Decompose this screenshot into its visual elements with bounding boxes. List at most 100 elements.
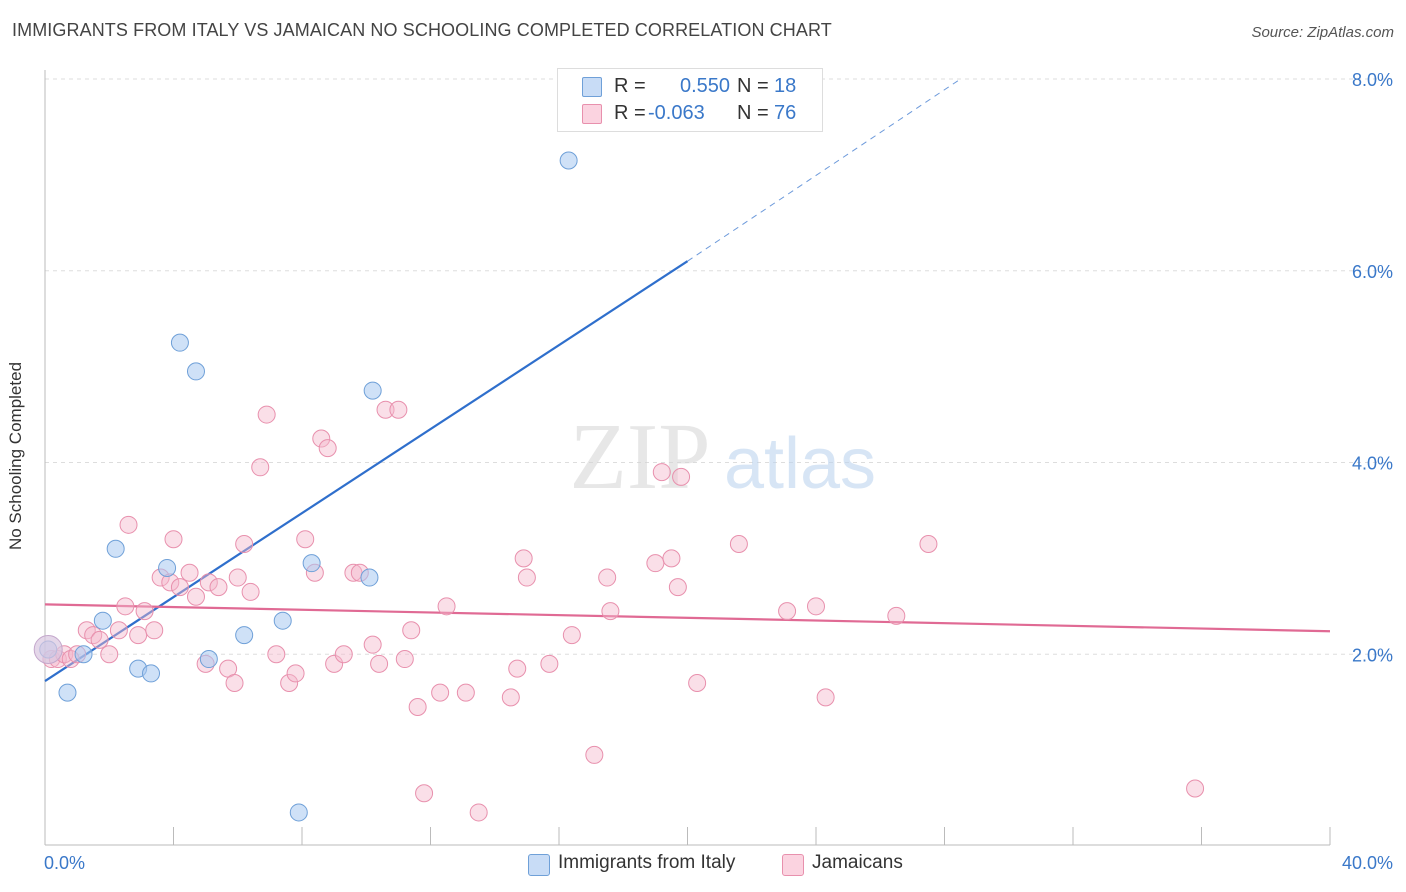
jamaicans-point xyxy=(469,803,488,822)
legend-label-italy: Immigrants from Italy xyxy=(558,852,736,873)
jamaicans-point xyxy=(257,405,276,424)
jamaicans-point xyxy=(778,602,797,621)
italy-point xyxy=(273,611,292,630)
jamaicans-point xyxy=(816,688,835,707)
jamaicans-point xyxy=(363,635,382,654)
jamaicans-point xyxy=(389,400,408,419)
jamaicans-point xyxy=(598,568,617,587)
jamaicans-point xyxy=(437,597,456,616)
jamaicans-point xyxy=(235,534,254,553)
legend-swatch-italy xyxy=(528,854,550,876)
legend-swatch-italy xyxy=(582,77,602,97)
axes xyxy=(44,70,1331,846)
legend-n-value: 18 xyxy=(774,75,797,97)
watermark-atlas: atlas xyxy=(724,424,876,504)
italy-point xyxy=(363,381,382,400)
jamaicans-point xyxy=(129,626,148,645)
x-tick-label: 0.0% xyxy=(44,853,85,873)
italy-point xyxy=(302,554,321,573)
legend-n-label: N = xyxy=(737,102,769,124)
jamaicans-point xyxy=(402,621,421,640)
chart-title: IMMIGRANTS FROM ITALY VS JAMAICAN NO SCH… xyxy=(12,20,832,40)
jamaicans-point xyxy=(209,578,228,597)
legend-label-jamaicans: Jamaicans xyxy=(812,852,903,873)
jamaicans-point xyxy=(116,597,135,616)
jamaicans-point xyxy=(887,606,906,625)
jamaicans-point xyxy=(807,597,825,616)
overlap-point xyxy=(33,634,63,664)
jamaicans-trend-line xyxy=(44,603,1331,633)
jamaicans-point xyxy=(601,602,620,621)
jamaicans-point xyxy=(431,683,450,702)
jamaicans-point xyxy=(662,549,681,568)
italy-point xyxy=(199,650,218,669)
jamaicans-point xyxy=(90,630,109,649)
jamaicans-point xyxy=(408,697,427,716)
italy-point xyxy=(74,645,93,664)
jamaicans-point xyxy=(501,688,520,707)
jamaicans-point xyxy=(729,534,748,553)
jamaicans-point xyxy=(135,602,154,621)
jamaicans-point xyxy=(280,674,299,693)
jamaicans-point xyxy=(164,530,183,549)
legend-swatch-jamaicans xyxy=(782,854,804,876)
y-axis-label: No Schooling Completed xyxy=(6,361,25,551)
jamaicans-point xyxy=(109,621,128,640)
jamaicans-point xyxy=(688,674,707,693)
legend-swatch-jamaicans xyxy=(582,104,602,124)
jamaicans-point xyxy=(672,467,691,486)
italy-point xyxy=(170,333,189,352)
jamaicans-point xyxy=(199,573,218,592)
grid-lines xyxy=(45,78,1392,655)
legend-r-value: -0.063 xyxy=(648,102,705,124)
jamaicans-point xyxy=(562,626,581,645)
italy-point xyxy=(289,803,308,822)
y-tick-label: 8.0% xyxy=(1352,70,1393,90)
italy-trend-line xyxy=(44,260,689,683)
jamaicans-point xyxy=(585,745,604,764)
data-points xyxy=(33,151,1205,822)
jamaicans-point xyxy=(919,534,938,553)
jamaicans-point xyxy=(1186,779,1205,798)
y-tick-label: 6.0% xyxy=(1352,262,1393,282)
tick-labels: 0.0% 40.0% 2.0% 4.0% 6.0% 8.0% xyxy=(44,70,1393,873)
italy-point xyxy=(142,664,161,683)
italy-point xyxy=(93,611,112,630)
jamaicans-point xyxy=(540,654,559,673)
italy-point xyxy=(559,151,578,170)
italy-point xyxy=(106,539,125,558)
jamaicans-point xyxy=(267,645,286,664)
jamaicans-point xyxy=(508,659,527,678)
jamaicans-point xyxy=(145,621,164,640)
legend-n-label: N = xyxy=(737,75,769,97)
jamaicans-point xyxy=(170,578,189,597)
jamaicans-point xyxy=(376,400,395,419)
jamaicans-point xyxy=(296,530,315,549)
jamaicans-point xyxy=(318,439,337,458)
jamaicans-point xyxy=(286,664,305,683)
jamaicans-point xyxy=(334,645,353,664)
y-tick-label: 4.0% xyxy=(1352,454,1393,474)
italy-point xyxy=(360,568,379,587)
jamaicans-point xyxy=(225,674,244,693)
jamaicans-point xyxy=(415,784,434,803)
y-tick-label: 2.0% xyxy=(1352,645,1393,665)
jamaicans-point xyxy=(325,654,344,673)
legend-n-value: 76 xyxy=(774,102,797,124)
italy-point xyxy=(186,362,205,381)
italy-point xyxy=(58,683,77,702)
jamaicans-point xyxy=(228,568,247,587)
jamaicans-point xyxy=(241,582,260,601)
italy-point xyxy=(158,558,177,577)
jamaicans-point xyxy=(100,645,119,664)
legend-r-label: R = xyxy=(614,75,646,97)
trend-lines xyxy=(44,78,1331,683)
jamaicans-point xyxy=(514,549,533,568)
legend-r-value: 0.550 xyxy=(680,75,731,97)
jamaicans-point xyxy=(668,578,687,597)
watermark-zip: ZIP xyxy=(570,405,711,509)
jamaicans-point xyxy=(456,683,475,702)
jamaicans-point xyxy=(251,458,270,477)
jamaicans-point xyxy=(180,563,199,582)
